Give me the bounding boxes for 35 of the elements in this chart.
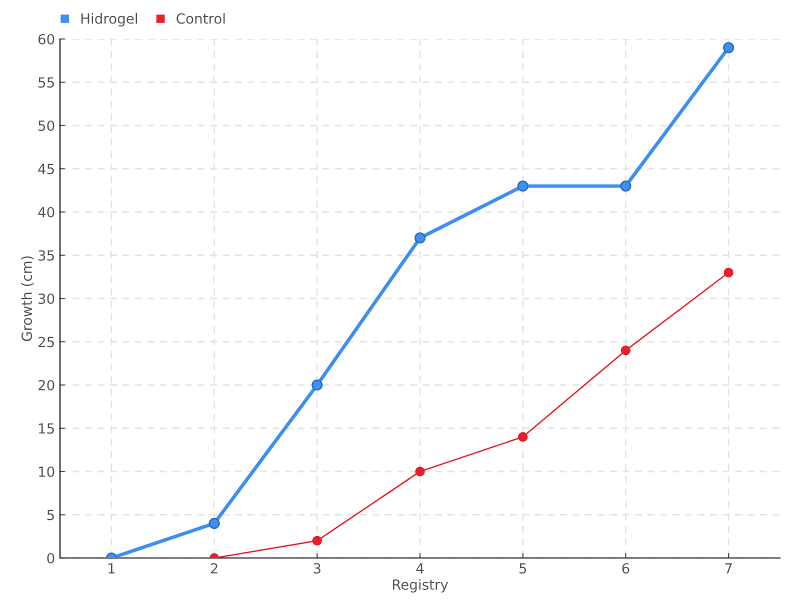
x-axis-title: Registry (392, 579, 448, 593)
x-tick-label: 6 (622, 563, 630, 574)
y-tick-label: 10 (38, 466, 54, 477)
y-tick-label: 5 (47, 510, 54, 520)
point (724, 268, 734, 278)
y-tick-label: 35 (38, 250, 54, 261)
x-tick-label: 7 (725, 563, 732, 574)
y-tick-label: 25 (38, 336, 54, 348)
y-tick-label: 15 (38, 423, 54, 434)
y-tick-label: 60 (38, 34, 54, 44)
point (518, 432, 528, 442)
y-tick-label: 20 (38, 380, 54, 390)
y-tick-label: 0 (47, 552, 54, 564)
point (620, 346, 631, 356)
y-tick-label: 45 (38, 164, 54, 174)
x-tick-label: 5 (520, 563, 526, 574)
x-tick-label: 3 (314, 563, 320, 574)
point (414, 232, 426, 244)
point (620, 180, 632, 192)
y-tick-label: 40 (38, 206, 54, 218)
y-axis-title: Growth (cm) (21, 256, 34, 342)
x-tick-label: 2 (210, 563, 218, 574)
y-tick-label: 50 (38, 120, 54, 131)
legend-label: Control (176, 13, 225, 24)
x-tick-label: 4 (416, 563, 424, 574)
point (312, 379, 323, 391)
point (208, 518, 220, 529)
y-tick-label: 30 (38, 293, 54, 304)
point (517, 180, 528, 192)
y-tick-label: 55 (38, 77, 54, 88)
legend-label: Hidrogel (81, 13, 137, 26)
point (312, 536, 322, 546)
point (415, 466, 425, 476)
x-tick-label: 1 (108, 563, 115, 574)
point (723, 42, 734, 54)
